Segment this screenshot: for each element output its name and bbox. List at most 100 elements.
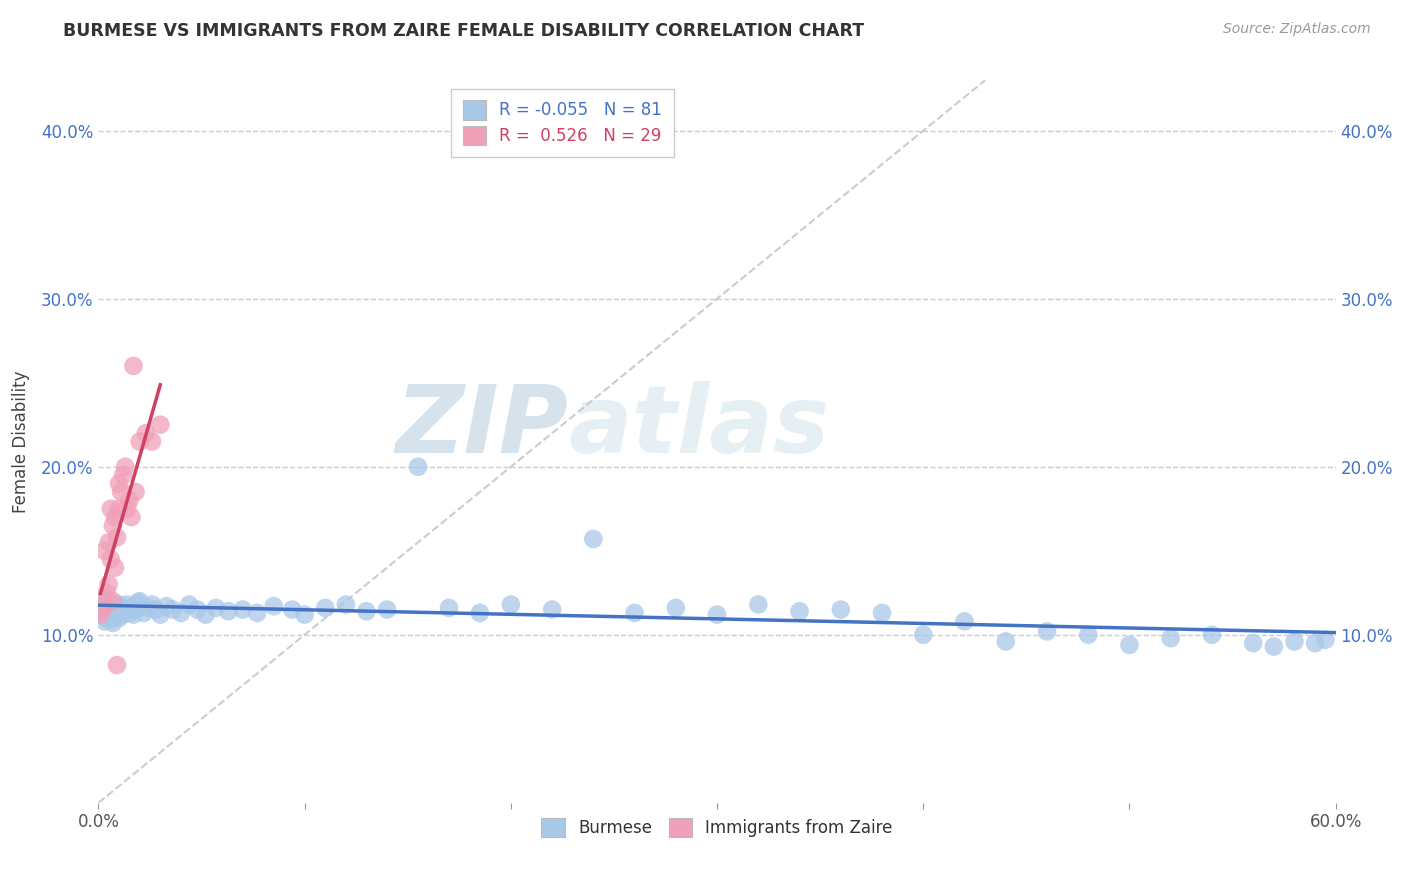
Point [375, 602, 398, 616]
Point [93, 606, 115, 620]
Point [335, 598, 357, 612]
Point [93, 543, 115, 558]
Point [91, 602, 114, 616]
Point [105, 602, 128, 616]
Point [870, 606, 893, 620]
Point [1315, 632, 1337, 647]
Point [468, 606, 491, 620]
Point [101, 594, 124, 608]
Point [830, 602, 852, 616]
Point [91, 607, 114, 622]
Point [114, 459, 136, 474]
Point [122, 359, 145, 373]
Point [100, 501, 122, 516]
Point [100, 613, 122, 627]
Text: Source: ZipAtlas.com: Source: ZipAtlas.com [1223, 22, 1371, 37]
Point [112, 468, 135, 483]
Point [294, 607, 316, 622]
Point [623, 606, 645, 620]
Point [93, 594, 115, 608]
Point [1036, 624, 1059, 639]
Point [406, 459, 429, 474]
Point [93, 615, 115, 629]
Point [124, 485, 146, 500]
Point [499, 598, 522, 612]
Text: atlas: atlas [568, 381, 830, 473]
Point [1263, 640, 1285, 654]
Point [145, 602, 167, 616]
Point [162, 602, 184, 616]
Point [108, 476, 131, 491]
Point [101, 518, 124, 533]
Point [108, 501, 131, 516]
Point [117, 501, 139, 516]
Point [541, 602, 564, 616]
Point [118, 493, 141, 508]
Point [1201, 628, 1223, 642]
Point [1160, 631, 1182, 645]
Point [104, 510, 127, 524]
Point [356, 604, 378, 618]
Point [105, 606, 128, 620]
Point [127, 596, 149, 610]
Point [97, 609, 120, 624]
Point [118, 606, 141, 620]
Point [281, 602, 304, 616]
Point [91, 598, 114, 612]
Point [93, 598, 115, 612]
Point [1118, 638, 1140, 652]
Point [114, 602, 136, 616]
Point [97, 599, 120, 614]
Point [108, 611, 131, 625]
Point [437, 600, 460, 615]
Point [141, 434, 163, 449]
Point [110, 600, 132, 615]
Point [263, 599, 285, 614]
Point [994, 634, 1017, 648]
Point [128, 594, 150, 608]
Point [97, 596, 120, 610]
Point [665, 600, 688, 615]
Point [101, 615, 124, 630]
Point [122, 607, 145, 622]
Point [104, 598, 127, 612]
Point [101, 600, 124, 615]
Point [120, 510, 142, 524]
Point [105, 530, 128, 544]
Point [96, 591, 118, 605]
Point [89, 602, 111, 616]
Point [205, 600, 228, 615]
Point [1077, 628, 1099, 642]
Point [110, 604, 132, 618]
Point [100, 604, 122, 618]
Point [149, 417, 172, 432]
Point [912, 628, 935, 642]
Point [314, 600, 336, 615]
Point [170, 606, 193, 620]
Point [1284, 634, 1306, 648]
Text: ZIP: ZIP [395, 381, 568, 473]
Point [112, 607, 135, 622]
Point [117, 598, 139, 612]
Point [128, 434, 150, 449]
Point [132, 606, 155, 620]
Point [97, 577, 120, 591]
Text: BURMESE VS IMMIGRANTS FROM ZAIRE FEMALE DISABILITY CORRELATION CHART: BURMESE VS IMMIGRANTS FROM ZAIRE FEMALE … [63, 22, 865, 40]
Point [89, 607, 111, 622]
Point [97, 535, 120, 549]
Point [104, 607, 127, 622]
Point [232, 602, 254, 616]
Point [789, 604, 811, 618]
Point [246, 606, 269, 620]
Point [149, 607, 172, 622]
Point [953, 615, 976, 629]
Point [135, 426, 157, 441]
Point [124, 602, 146, 616]
Point [100, 552, 122, 566]
Point [1303, 636, 1326, 650]
Point [194, 607, 217, 622]
Point [747, 598, 769, 612]
Point [108, 598, 131, 612]
Point [706, 607, 728, 622]
Point [217, 604, 239, 618]
